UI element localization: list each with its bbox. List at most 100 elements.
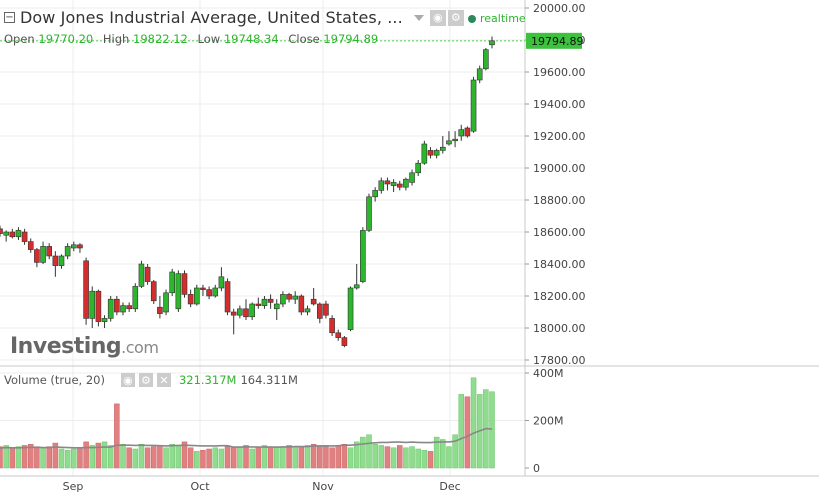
- candle-body: [163, 292, 169, 313]
- gear-icon[interactable]: ⚙: [138, 373, 153, 387]
- volume-bar: [366, 434, 372, 469]
- volume-bar: [34, 446, 40, 469]
- candle-body: [21, 231, 28, 242]
- candle-body: [144, 266, 151, 282]
- candle-body: [390, 182, 397, 186]
- candle-body: [464, 127, 471, 137]
- volume-bar: [58, 448, 65, 469]
- volume-bar: [286, 445, 292, 469]
- high-label: High: [102, 32, 130, 46]
- candle-body: [439, 146, 446, 151]
- volume-bar: [274, 447, 280, 469]
- volume-bar: [126, 447, 132, 469]
- time-tick-label: Sep: [63, 480, 84, 493]
- volume-bar: [397, 445, 403, 469]
- price-tick-label: 18400.00: [533, 258, 586, 271]
- candle-body: [71, 244, 77, 249]
- time-tick-label: Oct: [190, 480, 210, 493]
- candle-body: [415, 162, 422, 174]
- volume-bar: [323, 445, 329, 469]
- volume-bar: [292, 446, 298, 469]
- candle-body: [489, 40, 495, 46]
- volume-bar: [101, 441, 108, 469]
- volume-tick-label: 0: [533, 462, 540, 475]
- candle-body: [366, 196, 372, 231]
- candle-body: [243, 308, 249, 318]
- candle-body: [101, 318, 108, 322]
- candle-body: [403, 178, 409, 188]
- low-label: Low: [197, 32, 221, 46]
- price-tick-label: 20000.00: [533, 2, 586, 15]
- candle-body: [483, 49, 489, 70]
- volume-bar: [237, 446, 243, 469]
- candle-body: [372, 190, 378, 198]
- candle-body: [255, 303, 262, 306]
- volume-bar: [372, 444, 378, 469]
- volume-bar: [3, 445, 9, 469]
- volume-bar: [52, 442, 59, 469]
- candle-body: [120, 305, 126, 313]
- volume-bar: [378, 445, 385, 469]
- candle-body: [175, 273, 182, 310]
- candle-body: [273, 303, 280, 310]
- volume-bar: [224, 446, 231, 469]
- volume-bar: [427, 451, 434, 469]
- volume-bar: [464, 396, 471, 469]
- open-value: 19770.20: [38, 32, 94, 46]
- volume-bar: [452, 434, 458, 469]
- candle-body: [323, 303, 329, 316]
- volume-bar: [187, 447, 194, 469]
- candle-body: [9, 231, 16, 238]
- candle-body: [335, 332, 342, 338]
- volume-bar: [181, 441, 188, 469]
- ohlc-legend: Open 19770.20 High 19822.12 Low 19748.34…: [4, 32, 384, 46]
- volume-bar: [120, 444, 126, 469]
- candle-body: [187, 294, 194, 305]
- candle-body: [194, 287, 200, 305]
- candle-body: [64, 246, 71, 257]
- volume-bar: [403, 447, 409, 469]
- volume-bar: [446, 446, 452, 469]
- candle-body: [452, 138, 458, 142]
- volume-bar: [360, 436, 366, 469]
- volume-bar: [249, 448, 255, 469]
- price-tick-label: 19000.00: [533, 162, 586, 175]
- close-icon[interactable]: ✕: [156, 373, 171, 387]
- candle-body: [249, 303, 255, 318]
- close-value: 19794.89: [323, 32, 379, 46]
- eye-icon[interactable]: ◉: [429, 9, 446, 26]
- price-tick-label: 19600.00: [533, 66, 586, 79]
- candle-body: [316, 303, 323, 319]
- minus-box-icon[interactable]: −: [4, 12, 15, 23]
- eye-icon[interactable]: ◉: [120, 373, 135, 387]
- volume-bar: [212, 447, 218, 469]
- logo-brand: Investing: [10, 334, 122, 359]
- instrument-title: Dow Jones Industrial Average, United Sta…: [20, 8, 403, 27]
- volume-bar: [114, 403, 120, 469]
- volume-bar: [175, 445, 182, 469]
- candle-body: [138, 263, 145, 287]
- volume-bar: [95, 442, 102, 469]
- candle-body: [470, 79, 477, 132]
- candle-body: [46, 246, 53, 257]
- volume-bar: [40, 447, 46, 469]
- gear-icon[interactable]: ⚙: [447, 9, 464, 26]
- volume-bar: [384, 446, 391, 469]
- close-label: Close: [288, 32, 320, 46]
- candle-body: [360, 230, 366, 282]
- logo-suffix: .com: [121, 338, 159, 357]
- volume-bar: [200, 449, 206, 469]
- volume-bar: [169, 444, 175, 469]
- time-tick-label: Nov: [312, 480, 334, 493]
- volume-bar: [341, 444, 348, 469]
- candle-body: [310, 298, 317, 305]
- dropdown-triangle-icon[interactable]: [413, 14, 424, 21]
- candle-body: [261, 298, 268, 306]
- volume-bar: [433, 436, 440, 469]
- investing-logo: Investing.com: [10, 334, 159, 359]
- candle-body: [329, 318, 335, 334]
- candle-body: [409, 172, 415, 183]
- volume-bar: [15, 446, 22, 469]
- volume-bar: [267, 446, 274, 469]
